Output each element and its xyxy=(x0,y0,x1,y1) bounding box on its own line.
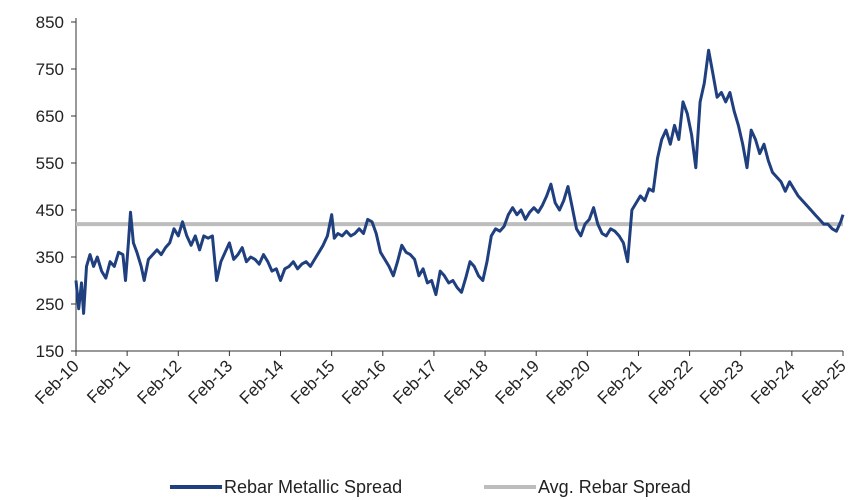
legend-item-rebar-metallic-spread: Rebar Metallic Spread xyxy=(170,477,402,497)
y-tick-label: 450 xyxy=(36,201,64,220)
x-tick-label: Feb-19 xyxy=(491,356,543,408)
legend-label-avg-rebar-spread: Avg. Rebar Spread xyxy=(538,477,691,497)
rebar-metallic-spread-series xyxy=(74,48,845,315)
x-tick-label: Feb-16 xyxy=(338,356,390,408)
x-tick-label: Feb-17 xyxy=(389,356,441,408)
y-tick-label: 350 xyxy=(36,248,64,267)
rebar-metallic-spread-line xyxy=(74,48,845,315)
y-tick-label: 750 xyxy=(36,60,64,79)
x-tick-label: Feb-20 xyxy=(543,356,595,408)
x-tick-label: Feb-14 xyxy=(236,356,288,408)
x-tick-label: Feb-15 xyxy=(287,356,339,408)
x-tick-label: Feb-23 xyxy=(696,356,748,408)
y-tick-label: 250 xyxy=(36,295,64,314)
y-tick-label: 150 xyxy=(36,342,64,361)
x-tick-label: Feb-22 xyxy=(645,356,697,408)
x-tick-label: Feb-18 xyxy=(440,356,492,408)
legend-label-rebar-metallic-spread: Rebar Metallic Spread xyxy=(224,477,402,497)
x-tick-label: Feb-25 xyxy=(798,356,850,408)
legend: Rebar Metallic Spread Avg. Rebar Spread xyxy=(170,477,691,497)
x-tick-label: Feb-12 xyxy=(134,356,186,408)
y-tick-label: 550 xyxy=(36,154,64,173)
x-tick-label: Feb-24 xyxy=(747,356,799,408)
legend-item-avg-rebar-spread: Avg. Rebar Spread xyxy=(484,477,691,497)
y-tick-label: 850 xyxy=(36,13,64,32)
x-tick-label: Feb-13 xyxy=(185,356,237,408)
y-tick-label: 650 xyxy=(36,107,64,126)
x-axis: Feb-10 Feb-11 Feb-12 Feb-13 Feb-14 Feb-15 Feb-… xyxy=(31,350,850,408)
x-tick-label: Feb-10 xyxy=(31,356,83,408)
x-tick-label: Feb-21 xyxy=(594,356,646,408)
x-tick-label: Feb-11 xyxy=(83,356,134,407)
y-axis: 150 250 350 450 550 650 750 850 xyxy=(36,13,77,361)
